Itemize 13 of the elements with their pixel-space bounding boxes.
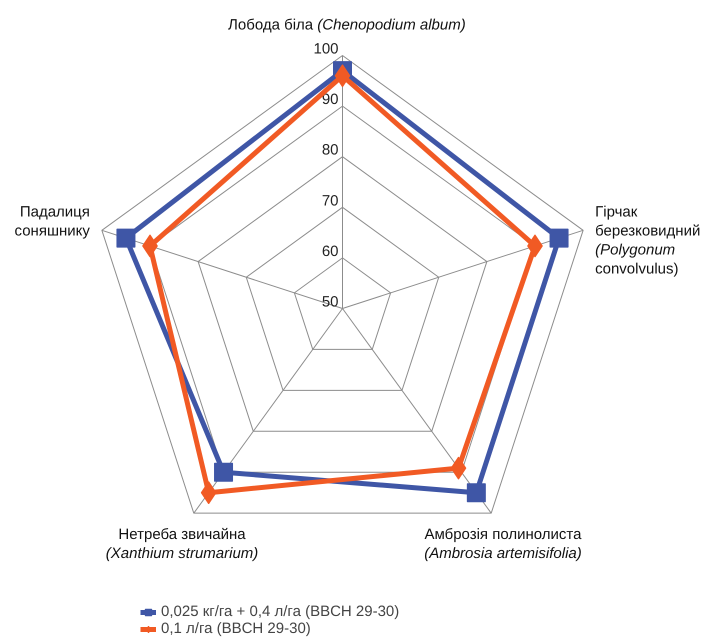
spoke-label: Нетреба звичайна (Xanthium strumarium) <box>106 526 258 562</box>
spoke-label: Падалиця соняшнику <box>14 203 90 240</box>
spoke-label: Гірчак березковидний (Polygonum convolvulus) <box>595 203 700 278</box>
y-tick-label: 90 <box>322 91 339 108</box>
spoke-label: Лобода біла (Chenopodium album) <box>228 16 466 34</box>
legend-label: 0,1 л/га (BBCH 29-30) <box>161 620 311 637</box>
legend-label: 0,025 кг/га + 0,4 л/га (BBCH 29-30) <box>161 603 400 620</box>
spoke-label: Амброзія полинолиста (Ambrosia artemisifolia) <box>424 526 582 562</box>
y-tick-label: 70 <box>322 192 339 210</box>
y-tick-label: 50 <box>322 294 339 310</box>
y-tick-label: 80 <box>322 142 339 159</box>
y-tick-label: 100 <box>313 40 339 58</box>
y-tick-label: 60 <box>322 242 339 260</box>
